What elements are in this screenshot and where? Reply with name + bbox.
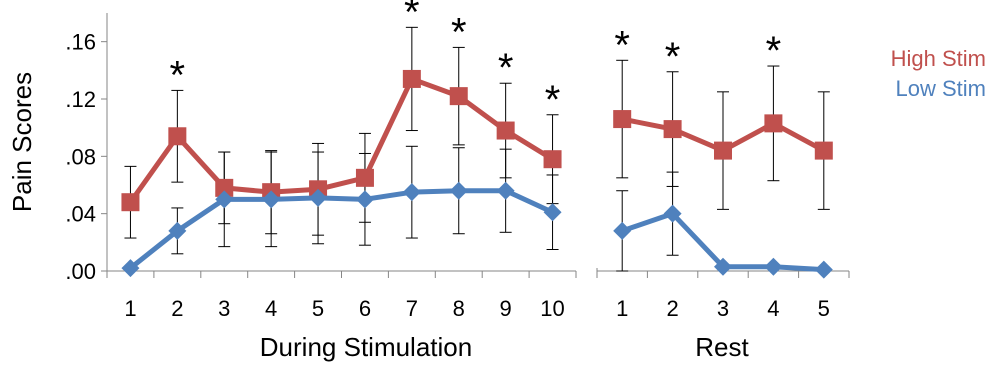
high-stim-point xyxy=(543,150,562,169)
high-stim-point xyxy=(449,87,468,106)
high-stim-point xyxy=(215,178,234,197)
high-stim-point xyxy=(764,114,783,133)
low-stim-point xyxy=(262,190,281,209)
significance-asterisk: * xyxy=(766,29,782,73)
low-stim-point xyxy=(309,188,328,207)
x-tick-label: 2 xyxy=(666,296,678,321)
significance-asterisk: * xyxy=(498,46,514,90)
low-stim-point xyxy=(215,190,234,209)
low-stim-point xyxy=(121,259,140,278)
x-tick-label: 4 xyxy=(767,296,779,321)
x-tick-label: 7 xyxy=(406,296,418,321)
x-tick-label: 8 xyxy=(453,296,465,321)
x-tick-label: 1 xyxy=(124,296,136,321)
x-tick-label: 5 xyxy=(818,296,830,321)
labels-layer: .00 .04 .08 .12 .16 Pain Scores 1 2 3 4 5 6 7 8 9 10 Dur… xyxy=(7,0,830,362)
y-tick-label: .04 xyxy=(65,202,96,227)
x-tick-label: 9 xyxy=(500,296,512,321)
y-tick-label: .00 xyxy=(65,259,96,284)
low-stim-point xyxy=(402,183,421,202)
series-layer xyxy=(121,26,833,279)
high-stim-point xyxy=(613,110,632,129)
axes xyxy=(101,13,850,278)
x-tick-label: 3 xyxy=(717,296,729,321)
x-tick-label: 5 xyxy=(312,296,324,321)
high-stim-point xyxy=(168,127,187,146)
y-tick-label: .08 xyxy=(65,144,96,169)
x-axis-title: During Stimulation xyxy=(260,332,472,362)
x-tick-label: 10 xyxy=(540,296,564,321)
high-stim-point xyxy=(121,193,140,212)
low-stim-point xyxy=(663,204,682,223)
x-tick-label: 1 xyxy=(616,296,628,321)
x-axis-title: Rest xyxy=(695,332,749,362)
high-stim-point xyxy=(714,141,732,160)
x-tick-label: 3 xyxy=(218,296,230,321)
x-tick-label: 4 xyxy=(265,296,277,321)
high-stim-point xyxy=(663,120,682,139)
significance-asterisk: * xyxy=(451,10,467,54)
significance-asterisk: * xyxy=(665,35,681,79)
significance-asterisk: * xyxy=(404,0,420,34)
high-stim-point xyxy=(814,141,833,160)
low-stim-line xyxy=(128,188,554,271)
legend-high-stim: High Stim xyxy=(891,46,986,71)
low-stim-point xyxy=(355,190,374,209)
high-stim-point xyxy=(355,168,374,187)
x-tick-label: 2 xyxy=(171,296,183,321)
low-stim-point xyxy=(764,257,783,276)
low-stim-point xyxy=(714,257,732,276)
low-stim-point xyxy=(613,221,632,240)
low-stim-point xyxy=(449,181,468,200)
high-stim-point xyxy=(496,121,515,140)
significance-asterisk: * xyxy=(545,78,561,122)
high-stim-line xyxy=(128,76,554,204)
high-stim-point xyxy=(402,69,421,88)
legend-low-stim: Low Stim xyxy=(896,76,986,101)
significance-asterisk: * xyxy=(170,53,186,97)
x-tick-label: 6 xyxy=(359,296,371,321)
low-stim-point xyxy=(496,181,515,200)
y-axis-title: Pain Scores xyxy=(7,72,37,212)
significance-asterisk: * xyxy=(614,23,630,67)
low-stim-point xyxy=(543,203,562,222)
legend: High Stim Low Stim xyxy=(891,46,986,101)
y-tick-label: .16 xyxy=(65,30,96,55)
y-tick-label: .12 xyxy=(65,87,96,112)
low-stim-point xyxy=(814,260,833,279)
low-stim-point xyxy=(168,221,187,240)
